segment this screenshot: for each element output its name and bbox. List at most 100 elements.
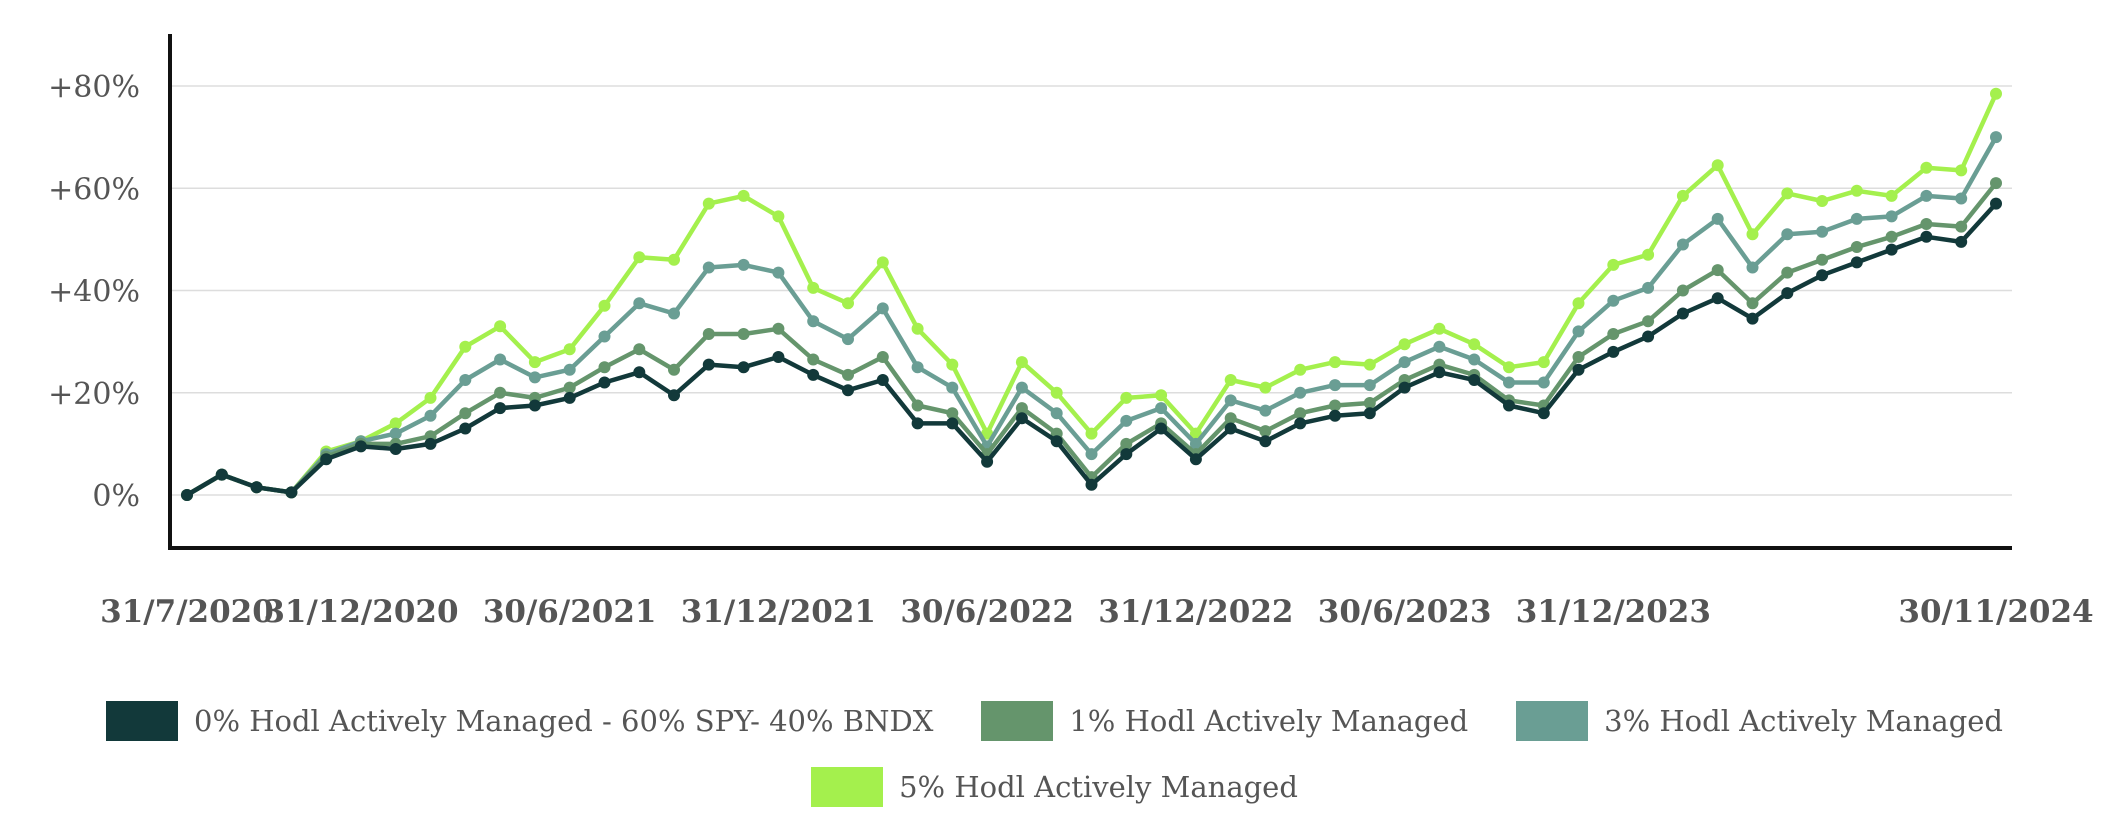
- series-3-point-27: [1120, 391, 1133, 404]
- series-2-point-42: [1642, 281, 1655, 294]
- series-0-point-20: [876, 374, 889, 386]
- series-3-point-50: [1920, 161, 1933, 174]
- x-tick-label-7: 31/12/2023: [1516, 594, 1711, 630]
- series-0-point-40: [1572, 363, 1585, 376]
- series-3-point-8: [459, 340, 472, 353]
- series-3-point-16: [737, 189, 750, 202]
- series-3-point-25: [1050, 386, 1063, 399]
- series-0-point-46: [1781, 287, 1794, 300]
- x-tick-label-2: 30/6/2021: [483, 594, 657, 630]
- series-2-point-16: [737, 258, 750, 271]
- series-3-point-34: [1363, 358, 1376, 371]
- series-2-point-43: [1676, 238, 1689, 251]
- series-0-point-13: [633, 366, 646, 379]
- series-3-point-41: [1607, 258, 1620, 271]
- series-3-point-45: [1746, 228, 1759, 241]
- series-0-point-3: [285, 486, 298, 499]
- series-0-point-31: [1259, 435, 1272, 448]
- series-3-point-13: [633, 251, 646, 264]
- legend: 0% Hodl Actively Managed - 60% SPY- 40% …: [0, 688, 2109, 820]
- series-0-point-51: [1955, 235, 1968, 248]
- series-0-point-4: [320, 453, 333, 466]
- series-0-point-38: [1503, 399, 1515, 412]
- series-0: [181, 197, 2002, 501]
- series-0-point-2: [250, 481, 263, 494]
- series-1: [181, 177, 2002, 501]
- series-3-point-26: [1085, 427, 1098, 440]
- series-0-point-1: [215, 468, 228, 481]
- series-3-point-36: [1433, 322, 1446, 335]
- series-1-point-20: [876, 351, 889, 363]
- series-3-point-12: [598, 299, 611, 312]
- series-2-point-9: [494, 353, 507, 366]
- series-3-point-18: [807, 281, 820, 294]
- series-3-point-51: [1955, 164, 1968, 177]
- series-1-point-31: [1259, 425, 1272, 438]
- series-0-point-48: [1850, 256, 1863, 269]
- series-0-point-33: [1329, 409, 1341, 422]
- series-0-point-15: [702, 358, 715, 371]
- series-3-point-21: [911, 322, 924, 335]
- series-line-2: [184, 134, 1999, 498]
- series-3-point-48: [1850, 184, 1863, 197]
- series-0-point-7: [424, 437, 437, 450]
- series-0-point-11: [563, 391, 576, 404]
- series-3-point-46: [1781, 187, 1794, 200]
- series-3-point-35: [1398, 338, 1411, 351]
- series-2-point-32: [1294, 386, 1307, 399]
- series-2-point-11: [563, 363, 576, 376]
- series-1-point-30: [1224, 412, 1237, 425]
- legend-swatch-3pct: [1516, 701, 1589, 741]
- series-3-point-20: [876, 256, 889, 269]
- series-0-point-19: [842, 384, 854, 397]
- series-1-point-17: [772, 322, 785, 335]
- series-1-point-48: [1850, 241, 1863, 253]
- series-2-point-30: [1224, 394, 1237, 407]
- y-axis-ticks: 0% +20% +40% +60% +80%: [48, 70, 140, 514]
- series-0-point-42: [1642, 330, 1655, 343]
- series-0-point-18: [807, 368, 820, 381]
- series-2-point-36: [1433, 340, 1446, 353]
- series-group: [181, 87, 2002, 501]
- series-1-point-32: [1294, 407, 1307, 420]
- series-3-point-15: [702, 197, 715, 210]
- series-0-point-28: [1155, 422, 1168, 435]
- series-0-point-36: [1433, 366, 1446, 379]
- series-3-point-31: [1259, 381, 1272, 394]
- series-3-point-9: [494, 320, 507, 333]
- series-2-point-18: [807, 315, 820, 328]
- series-2-point-28: [1155, 402, 1168, 415]
- series-0-point-12: [598, 376, 611, 389]
- series-1-point-13: [633, 343, 646, 356]
- series-3: [181, 87, 2002, 501]
- y-tick-label-4: +80%: [48, 70, 140, 105]
- legend-swatch-0pct: [106, 701, 179, 741]
- series-2-point-26: [1085, 448, 1098, 461]
- series-2-point-49: [1885, 210, 1898, 223]
- series-1-point-16: [737, 328, 750, 340]
- series-0-point-47: [1816, 269, 1829, 282]
- series-2-point-41: [1607, 294, 1620, 307]
- legend-item-3pct: 3% Hodl Actively Managed: [1516, 701, 2003, 741]
- series-0-point-0: [181, 489, 193, 501]
- series-1-point-43: [1676, 284, 1689, 297]
- series-3-point-39: [1537, 356, 1550, 369]
- x-tick-label-8: 30/11/2024: [1898, 594, 2093, 630]
- series-1-point-49: [1885, 230, 1898, 243]
- series-0-point-5: [354, 440, 367, 453]
- series-3-point-44: [1711, 159, 1724, 172]
- series-2-point-13: [633, 297, 646, 310]
- series-1-point-40: [1572, 351, 1585, 363]
- series-0-point-16: [737, 361, 750, 374]
- series-0-point-29: [1189, 453, 1202, 466]
- series-1-point-12: [598, 361, 611, 374]
- series-0-point-8: [459, 422, 472, 435]
- legend-item-0pct: 0% Hodl Actively Managed - 60% SPY- 40% …: [106, 701, 933, 741]
- series-2-point-7: [424, 409, 437, 422]
- series-0-point-10: [528, 399, 541, 412]
- series-1-point-15: [702, 328, 715, 340]
- series-2-point-22: [946, 381, 959, 394]
- series-2-point-29: [1189, 437, 1202, 450]
